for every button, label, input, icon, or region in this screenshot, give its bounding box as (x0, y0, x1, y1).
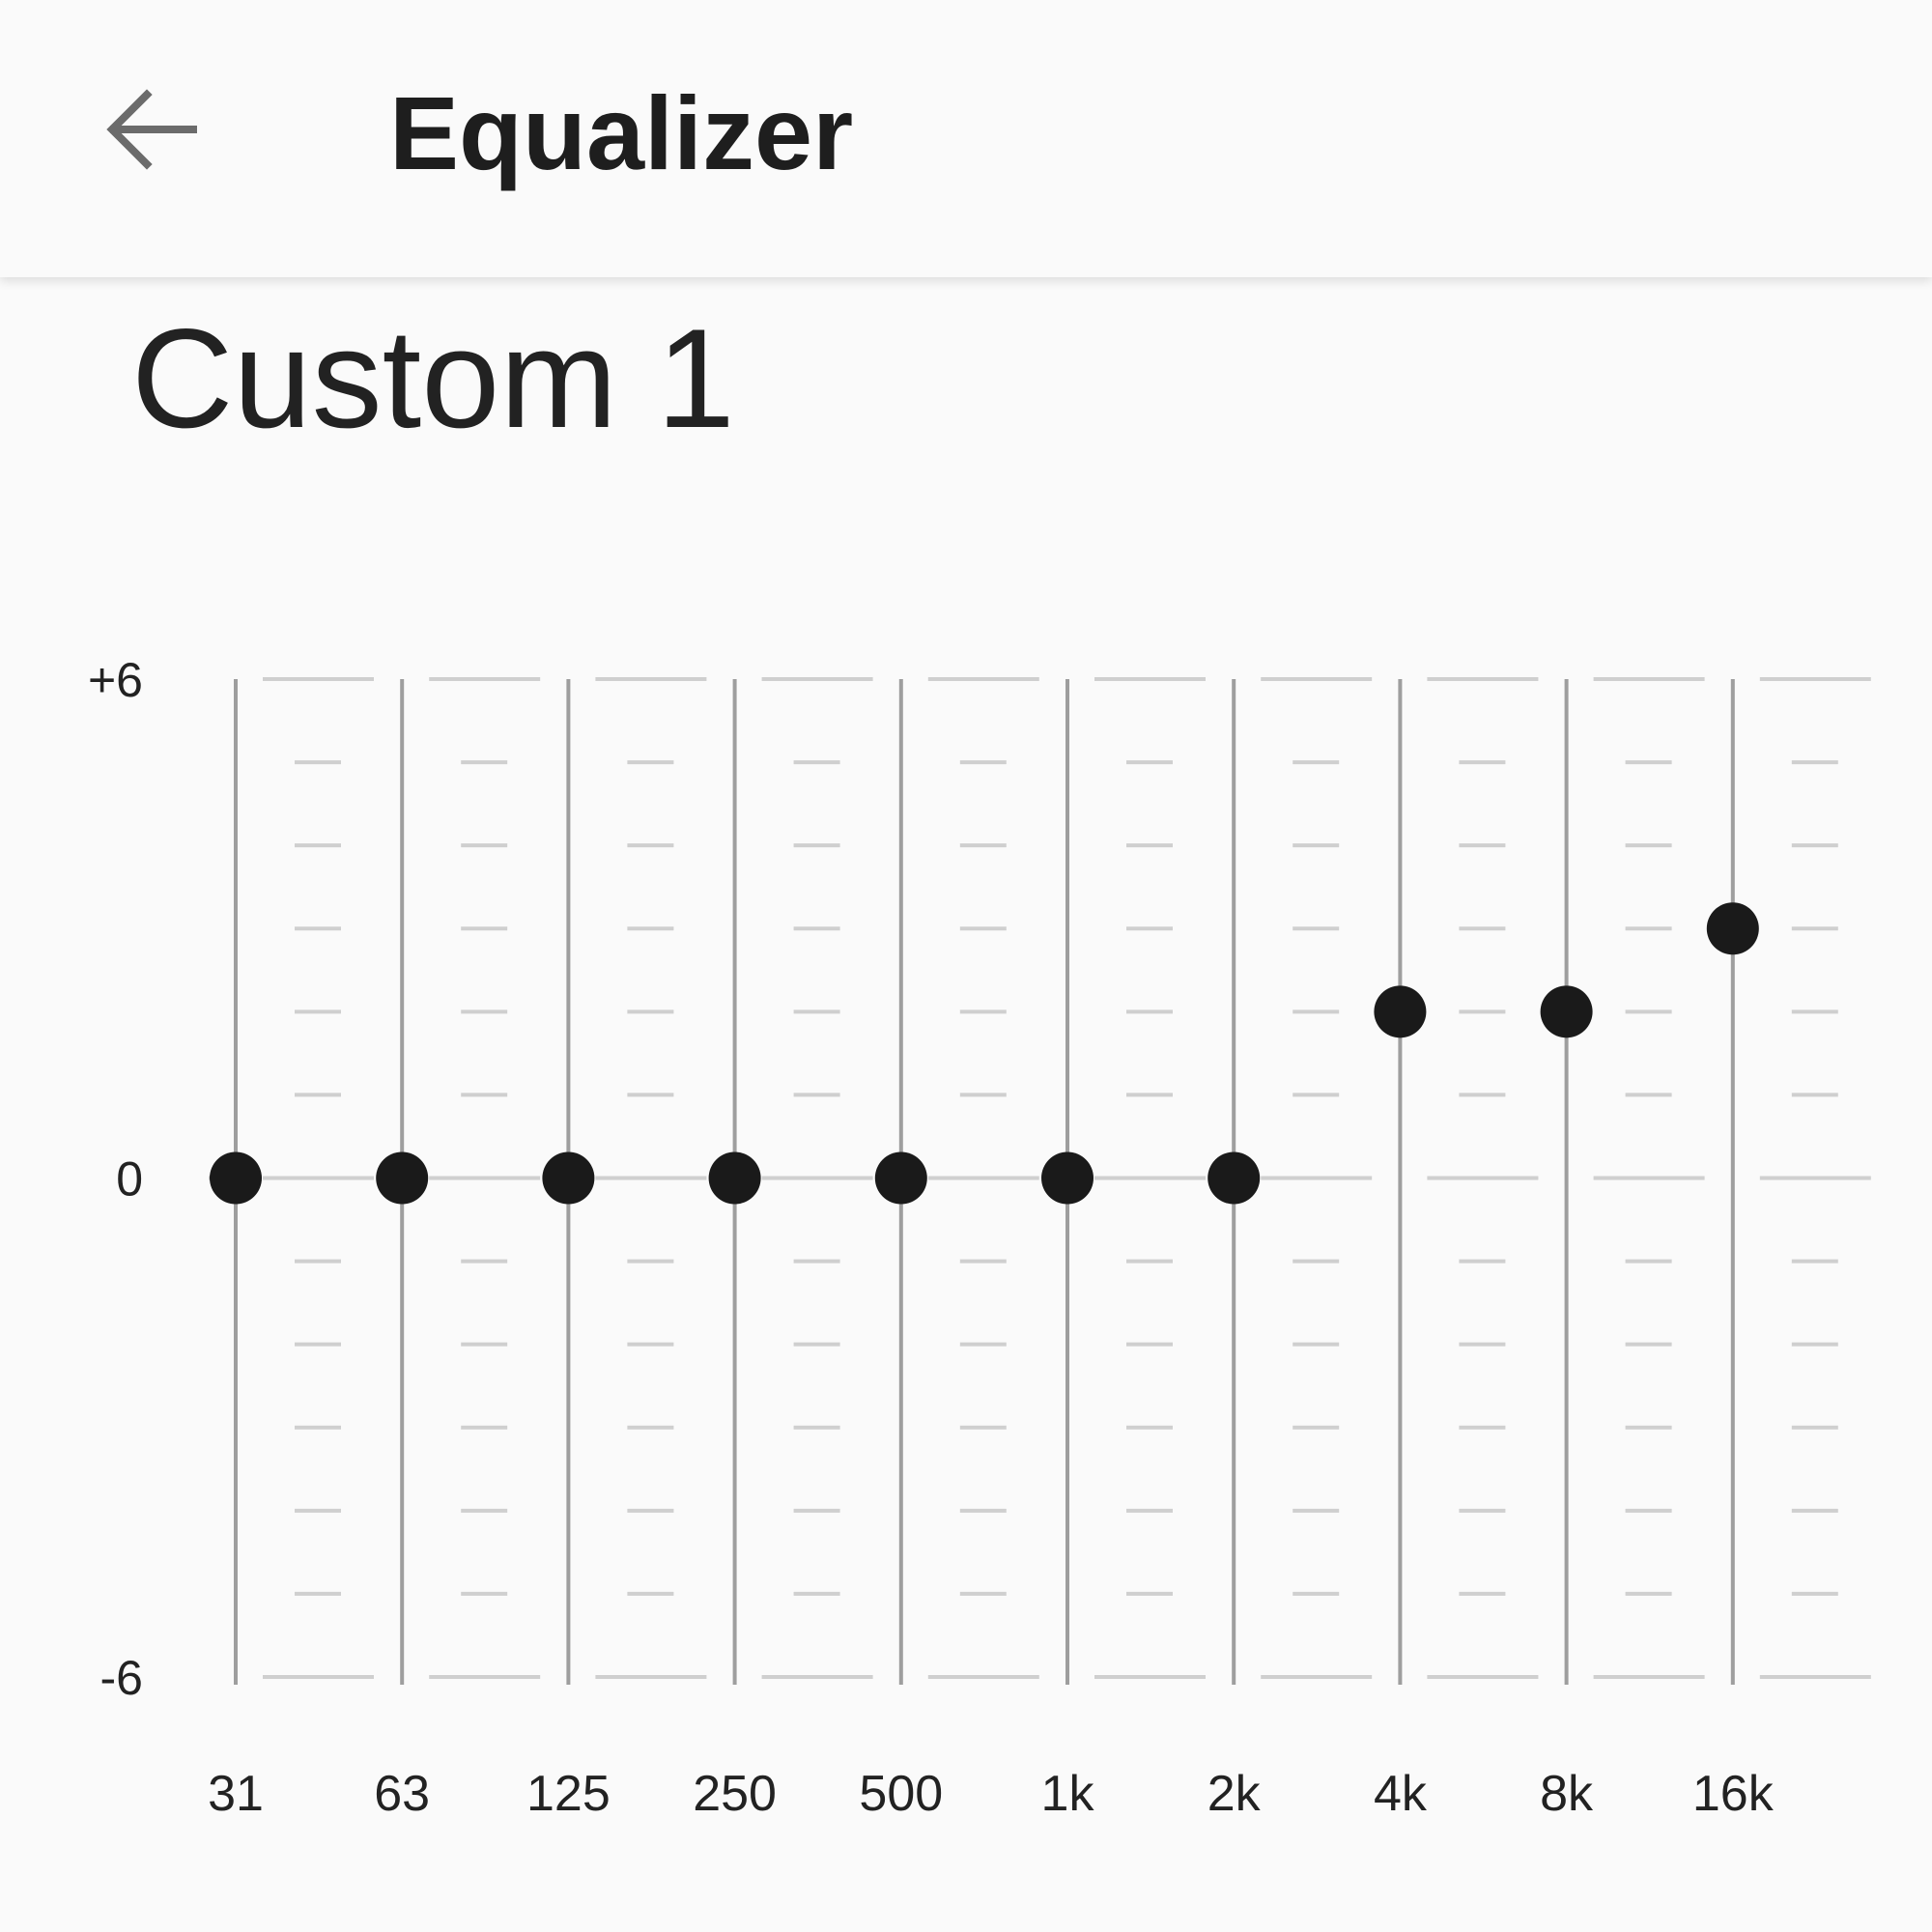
back-button[interactable] (97, 75, 205, 184)
band-slider-knob-63[interactable] (376, 1151, 429, 1205)
band-label: 500 (859, 1766, 943, 1822)
band-label: 31 (208, 1766, 264, 1822)
band-slider-knob-125[interactable] (542, 1151, 595, 1205)
band-slider-knob-8k[interactable] (1540, 985, 1593, 1038)
band-label: 125 (526, 1766, 611, 1822)
preset-name[interactable]: Custom 1 (131, 299, 735, 457)
band-slider-knob-250[interactable] (708, 1151, 761, 1205)
y-tick-label: 0 (116, 1152, 143, 1207)
band-slider-knob-4k[interactable] (1374, 985, 1427, 1038)
y-tick-label: +6 (88, 653, 143, 707)
band-label: 4k (1374, 1766, 1428, 1822)
y-tick-label: -6 (100, 1651, 143, 1705)
band-slider-knob-16k[interactable] (1706, 902, 1759, 955)
band-slider-knob-2k[interactable] (1208, 1151, 1261, 1205)
band-label: 250 (693, 1766, 777, 1822)
band-label: 2k (1208, 1766, 1262, 1822)
arrow-left-icon (106, 89, 197, 170)
band-slider-knob-31[interactable] (210, 1151, 262, 1205)
band-label: 16k (1692, 1766, 1775, 1822)
band-slider-knob-500[interactable] (874, 1151, 927, 1205)
page-title: Equalizer (389, 74, 854, 191)
band-label: 8k (1540, 1766, 1594, 1822)
band-label: 1k (1041, 1766, 1095, 1822)
app-bar: Equalizer (0, 0, 1932, 277)
band-label: 63 (374, 1766, 430, 1822)
band-slider-knob-1k[interactable] (1041, 1151, 1094, 1205)
